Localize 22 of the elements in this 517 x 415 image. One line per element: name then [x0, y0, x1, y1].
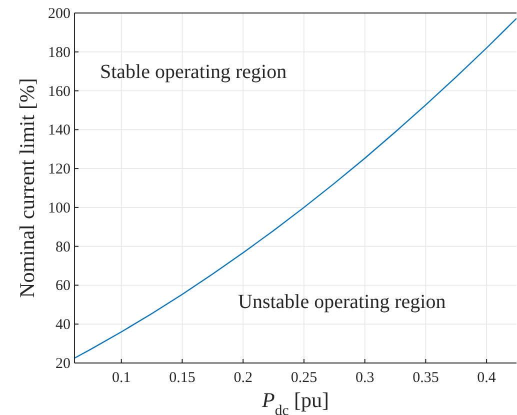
- y-tick-label: 100: [48, 200, 70, 216]
- x-tick-label: 0.25: [290, 370, 318, 386]
- y-tick-label: 60: [56, 278, 70, 294]
- y-axis-title: Nominal current limit [%]: [15, 78, 39, 298]
- x-tick-label: 0.15: [169, 370, 196, 386]
- y-tick-label: 120: [48, 162, 70, 178]
- annotation: Unstable operating region: [238, 291, 446, 313]
- x-tick-label: 0.2: [234, 370, 252, 386]
- x-tick-label: 0.4: [477, 370, 496, 386]
- x-axis-title: P$_{dc}$ [pu]: [261, 388, 329, 415]
- y-tick-label: 180: [48, 44, 70, 61]
- y-tick-label: 200: [48, 6, 70, 22]
- y-tick-label: 40: [56, 317, 70, 334]
- y-tick-label: 20: [56, 356, 70, 372]
- x-tick-label: 0.1: [112, 370, 131, 386]
- y-tick-label: 80: [56, 239, 70, 256]
- x-tick-label: 0.35: [412, 370, 439, 386]
- line-series: [74, 18, 516, 359]
- annotation: Stable operating region: [100, 61, 287, 83]
- x-tick-label: 0.3: [355, 370, 374, 386]
- y-tick-label: 160: [48, 84, 70, 100]
- y-tick-label: 140: [48, 122, 70, 139]
